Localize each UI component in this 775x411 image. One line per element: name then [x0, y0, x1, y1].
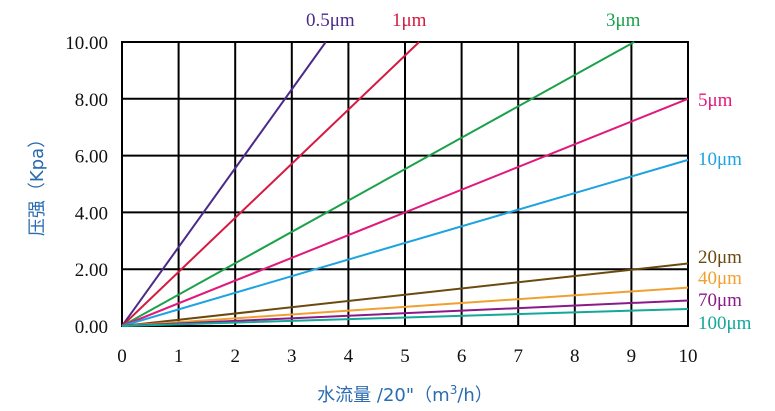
series-label-4: 10μm — [698, 149, 742, 170]
series-line-3 — [121, 97, 689, 327]
grid — [121, 41, 689, 327]
y-tick-label: 0.00 — [75, 317, 108, 338]
x-tick-label: 9 — [627, 346, 637, 367]
x-axis-title-sup: 3 — [450, 383, 458, 397]
y-axis-title: 压强（Kpa） — [27, 130, 48, 236]
x-axis-title: 水流量 /20"（m3/h） — [317, 383, 493, 406]
series-line-7 — [121, 299, 689, 327]
series-label-2: 3μm — [606, 10, 641, 31]
x-tick-label: 0 — [117, 346, 127, 367]
y-tick-label: 10.00 — [65, 33, 108, 54]
x-tick-label: 4 — [344, 346, 354, 367]
series-label-6: 40μm — [698, 268, 742, 289]
x-tick-label: 10 — [679, 346, 698, 367]
y-tick-label: 4.00 — [75, 203, 108, 224]
series-line-0 — [121, 41, 327, 327]
series-label-8: 100μm — [698, 313, 752, 334]
x-tick-label: 5 — [400, 346, 410, 367]
series-line-6 — [121, 286, 689, 327]
series-lines — [121, 41, 689, 327]
series-line-4 — [121, 158, 689, 327]
series-label-7: 70μm — [698, 290, 742, 311]
y-tick-label: 2.00 — [75, 260, 108, 281]
series-label-3: 5μm — [698, 90, 733, 111]
y-tick-label: 6.00 — [75, 147, 108, 168]
y-tick-labels: 0.00 2.00 4.00 6.00 8.00 10.00 — [65, 33, 108, 338]
x-tick-label: 8 — [570, 346, 580, 367]
x-tick-labels: 0 1 2 3 4 5 6 7 8 9 10 — [117, 346, 697, 367]
x-tick-label: 3 — [287, 346, 297, 367]
y-tick-label: 8.00 — [75, 90, 108, 111]
series-label-5: 20μm — [698, 247, 742, 268]
series-line-2 — [121, 41, 635, 327]
x-tick-label: 7 — [513, 346, 523, 367]
series-label-1: 1μm — [392, 10, 427, 31]
x-tick-label: 2 — [230, 346, 240, 367]
series-label-0: 0.5μm — [306, 10, 355, 31]
x-tick-label: 6 — [457, 346, 467, 367]
x-axis-title-main: 水流量 /20"（m — [317, 385, 450, 406]
series-line-1 — [121, 41, 420, 327]
series-line-8 — [121, 307, 689, 327]
x-tick-label: 1 — [174, 346, 184, 367]
series-line-5 — [121, 262, 689, 327]
x-axis-title-tail: /h） — [457, 385, 492, 406]
